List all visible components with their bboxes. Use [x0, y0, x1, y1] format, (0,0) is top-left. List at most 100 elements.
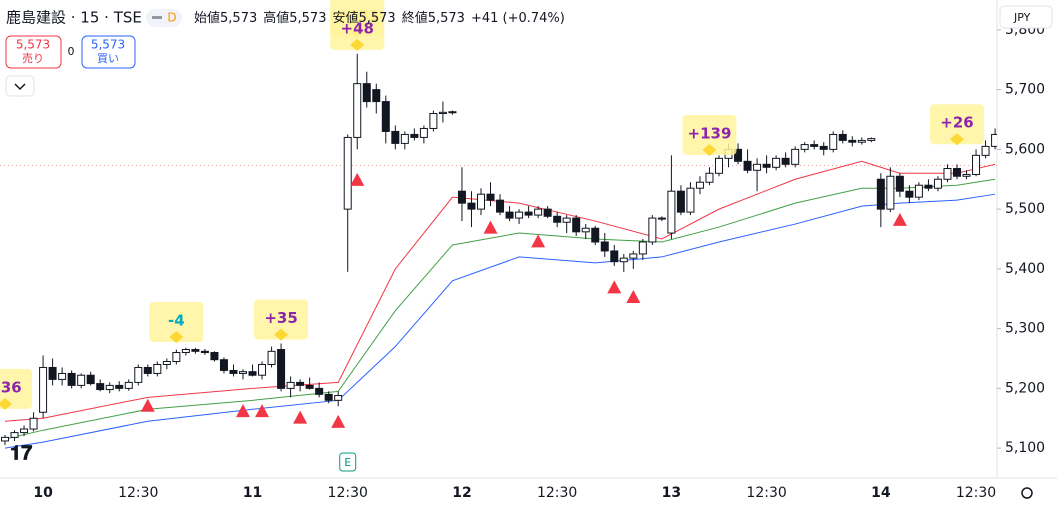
candle-body: [610, 250, 619, 263]
candle-body: [762, 163, 771, 168]
field-value: 5,573: [220, 11, 257, 26]
x-tick-label: 12:30: [956, 485, 996, 501]
signal: [350, 172, 365, 186]
callout-box: [0, 368, 32, 409]
candle-body: [400, 133, 409, 144]
signal: [531, 234, 546, 248]
candle-body: [334, 395, 343, 401]
x-tick-label: 10: [33, 485, 53, 501]
candle-body: [914, 184, 923, 198]
y-tick-label: 5,200: [1005, 380, 1045, 396]
collapse-button[interactable]: [5, 75, 35, 97]
candle-body: [895, 175, 904, 192]
callout-box: [254, 299, 309, 340]
x-tick-label: 12:30: [537, 485, 577, 501]
buy-price: 5,573: [91, 38, 125, 52]
candle-body: [905, 190, 914, 198]
candle-body: [448, 111, 457, 114]
callout-box: [682, 114, 737, 155]
candle-body: [315, 387, 324, 395]
buy-button[interactable]: [81, 35, 136, 69]
field-value: 5,573: [428, 11, 465, 26]
candle-body: [134, 366, 143, 383]
callout-diamond: [169, 330, 184, 343]
signal: [892, 212, 907, 226]
candle-body: [581, 227, 590, 233]
candle-body: [77, 374, 86, 386]
callout-label: -4: [168, 311, 185, 329]
callout-box: [330, 9, 385, 50]
candle-body: [734, 148, 743, 162]
settings-icon[interactable]: [1021, 487, 1033, 499]
candle-body: [772, 157, 781, 168]
candle-body: [153, 363, 162, 374]
x-tick-label: 14: [871, 485, 891, 501]
x-tick-label: 12:30: [328, 485, 368, 501]
candle-body: [943, 167, 952, 180]
candle-body: [429, 113, 438, 129]
x-tick-label: 13: [662, 485, 681, 501]
candle-body: [638, 241, 647, 255]
y-tick-label: 5,400: [1005, 261, 1045, 277]
candle-body: [58, 372, 67, 380]
candle-body: [305, 384, 314, 389]
candle-body: [800, 144, 809, 150]
candle-body: [848, 139, 857, 143]
plot: +36-4+35+431+48+139+26E: [0, 0, 997, 472]
candle-body: [676, 190, 685, 213]
field-label: 始値: [194, 10, 220, 26]
candle-body: [343, 136, 352, 210]
candle-body: [562, 217, 571, 223]
signal: [236, 404, 250, 418]
y-tick-label: 5,300: [1005, 321, 1045, 337]
candle-body: [438, 111, 447, 115]
candle-body: [286, 381, 295, 389]
candle-body: [838, 133, 847, 141]
candle-body: [96, 383, 105, 391]
callout-box: [930, 104, 984, 145]
x-tick-label: 12:30: [118, 485, 158, 501]
candle-body: [695, 181, 704, 189]
candle-body: [933, 178, 942, 189]
signal: [626, 289, 641, 303]
y-tick-label: 5,700: [1005, 82, 1045, 98]
callout-diamond: [702, 143, 717, 156]
candle-body: [553, 215, 562, 223]
candle-body: [419, 127, 428, 138]
candle-body: [705, 172, 714, 183]
candle-body: [667, 190, 676, 234]
candle-body: [781, 157, 790, 165]
candle-body: [886, 175, 895, 210]
field-label: 安値: [332, 10, 358, 26]
change: +41 (+0.74%): [471, 11, 565, 26]
candle-body: [819, 145, 828, 150]
candle-body: [248, 371, 257, 376]
candle-body: [258, 363, 267, 376]
signal: [293, 410, 308, 424]
callout-label: +26: [940, 114, 973, 132]
currency-button[interactable]: [999, 5, 1053, 29]
candle-body: [457, 190, 466, 204]
signal: [331, 414, 346, 428]
candle-body: [524, 211, 533, 216]
candle-body: [496, 199, 505, 213]
candle-body: [477, 193, 485, 210]
header: 鹿島建設 · 15 · TSE D 始値5,573 高値5,573 安値5,573 終…: [5, 5, 1053, 499]
candle-body: [962, 173, 971, 177]
sell-label: 売り: [22, 52, 44, 65]
sell-button[interactable]: [5, 35, 62, 69]
candle-body: [372, 89, 381, 103]
symbol: 鹿島建設 · 15 · TSE: [6, 9, 142, 27]
field-label: 終値: [402, 10, 428, 26]
candle-body: [124, 381, 133, 389]
candle-body: [629, 253, 638, 259]
callout-label: +35: [264, 309, 297, 327]
callout-label: +48: [341, 19, 374, 37]
candle-body: [810, 144, 819, 147]
candle-body: [657, 217, 666, 220]
candle-body: [591, 227, 600, 243]
x-tick-label: 12: [452, 485, 471, 501]
candle-body: [534, 208, 543, 216]
signal: [607, 280, 622, 294]
logo: 𝟏𝟕: [10, 441, 32, 465]
